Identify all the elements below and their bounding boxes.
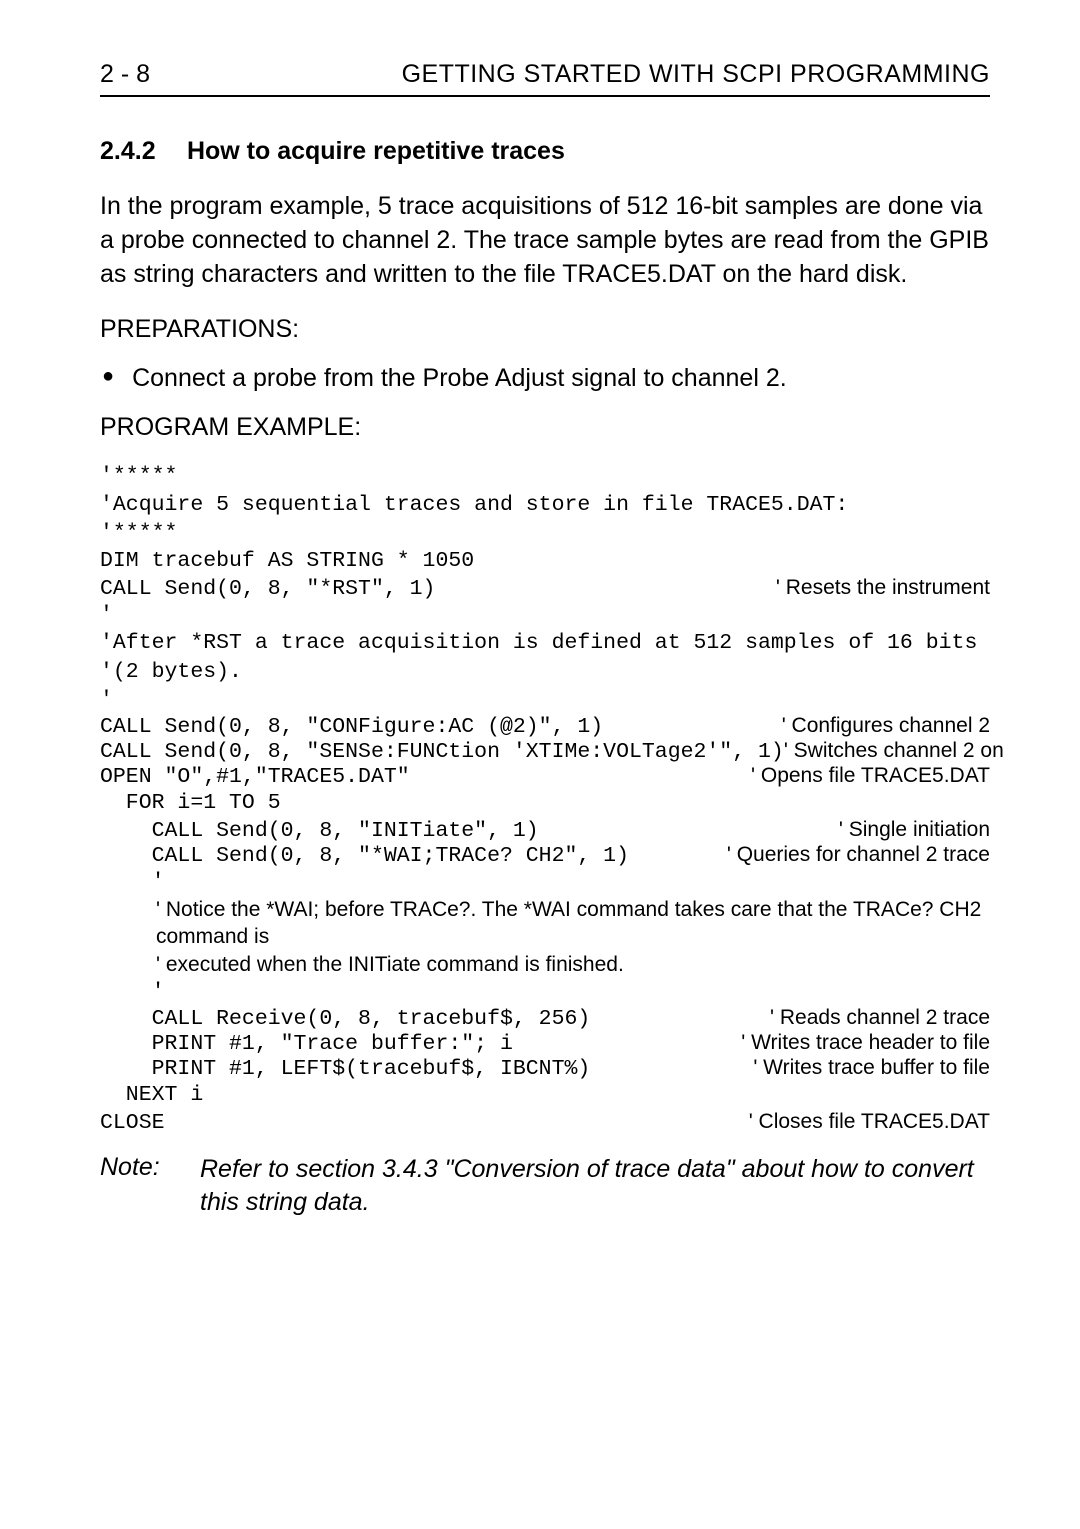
code-comment: ' Reads channel 2 trace <box>770 1006 990 1030</box>
program-example-label: PROGRAM EXAMPLE: <box>100 413 990 442</box>
code-line: ' <box>100 868 990 896</box>
code-text: PRINT #1, "Trace buffer:"; i <box>100 1032 513 1056</box>
code-comment: ' Switches channel 2 on <box>784 739 1004 763</box>
code-line: OPEN "O",#1,"TRACE5.DAT" ' Opens file TR… <box>100 764 990 789</box>
code-text: CALL Send(0, 8, "INITiate", 1) <box>100 819 539 843</box>
note-label: Note: <box>100 1153 200 1221</box>
code-line: ' <box>100 601 990 629</box>
code-line: NEXT i <box>100 1081 990 1109</box>
code-line: ' <box>100 978 990 1006</box>
code-line: ' <box>100 686 990 714</box>
code-line: CALL Receive(0, 8, tracebuf$, 256) ' Rea… <box>100 1006 990 1031</box>
code-text: CLOSE <box>100 1111 165 1135</box>
code-text: CALL Send(0, 8, "*WAI;TRACe? CH2", 1) <box>100 844 629 868</box>
page-header: 2 - 8 GETTING STARTED WITH SCPI PROGRAMM… <box>100 60 990 97</box>
code-line: '(2 bytes). <box>100 658 990 686</box>
page-number: 2 - 8 <box>100 60 150 89</box>
code-comment: ' Closes file TRACE5.DAT <box>749 1110 990 1134</box>
inline-note: ' Notice the *WAI; before TRACe?. The *W… <box>100 896 990 951</box>
code-block: '***** 'Acquire 5 sequential traces and … <box>100 462 990 1134</box>
note-text: Refer to section 3.4.3 "Conversion of tr… <box>200 1153 990 1221</box>
section-number: 2.4.2 <box>100 137 180 166</box>
code-line: CALL Send(0, 8, "INITiate", 1) ' Single … <box>100 818 990 843</box>
code-text: CALL Send(0, 8, "*RST", 1) <box>100 577 435 601</box>
preparations-label: PREPARATIONS: <box>100 315 990 344</box>
code-text: CALL Send(0, 8, "SENSe:FUNCtion 'XTIMe:V… <box>100 740 784 764</box>
section-title: How to acquire repetitive traces <box>187 137 565 165</box>
code-line: CALL Send(0, 8, "CONFigure:AC (@2)", 1) … <box>100 714 990 739</box>
code-line: 'Acquire 5 sequential traces and store i… <box>100 491 990 519</box>
code-line: '***** <box>100 519 990 547</box>
code-line: CALL Send(0, 8, "*WAI;TRACe? CH2", 1) ' … <box>100 843 990 868</box>
code-line: FOR i=1 TO 5 <box>100 789 990 817</box>
code-comment: ' Single initiation <box>839 818 990 842</box>
bullet-text: Connect a probe from the Probe Adjust si… <box>132 364 787 393</box>
code-line: PRINT #1, "Trace buffer:"; i ' Writes tr… <box>100 1031 990 1056</box>
code-text: PRINT #1, LEFT$(tracebuf$, IBCNT%) <box>100 1057 590 1081</box>
bullet-item: ● Connect a probe from the Probe Adjust … <box>100 364 990 393</box>
code-line: '***** <box>100 462 990 490</box>
code-line: 'After *RST a trace acquisition is defin… <box>100 629 990 657</box>
code-text: CALL Receive(0, 8, tracebuf$, 256) <box>100 1007 590 1031</box>
chapter-title: GETTING STARTED WITH SCPI PROGRAMMING <box>402 60 990 89</box>
code-text: CALL Send(0, 8, "CONFigure:AC (@2)", 1) <box>100 715 603 739</box>
inline-note: ' executed when the INITiate command is … <box>100 951 990 978</box>
code-line: CALL Send(0, 8, "*RST", 1) ' Resets the … <box>100 576 990 601</box>
code-line: PRINT #1, LEFT$(tracebuf$, IBCNT%) ' Wri… <box>100 1056 990 1081</box>
code-text: OPEN "O",#1,"TRACE5.DAT" <box>100 765 410 789</box>
code-comment: ' Opens file TRACE5.DAT <box>751 764 990 788</box>
code-line: CLOSE ' Closes file TRACE5.DAT <box>100 1110 990 1135</box>
code-comment: ' Writes trace buffer to file <box>753 1056 990 1080</box>
code-line: DIM tracebuf AS STRING * 1050 <box>100 547 990 575</box>
code-comment: ' Queries for channel 2 trace <box>727 843 990 867</box>
code-comment: ' Writes trace header to file <box>741 1031 990 1055</box>
code-comment: ' Configures channel 2 <box>782 714 990 738</box>
code-line: CALL Send(0, 8, "SENSe:FUNCtion 'XTIMe:V… <box>100 739 990 764</box>
note-block: Note: Refer to section 3.4.3 "Conversion… <box>100 1153 990 1221</box>
code-comment: ' Resets the instrument <box>776 576 990 600</box>
bullet-icon: ● <box>102 364 114 389</box>
section-heading: 2.4.2 How to acquire repetitive traces <box>100 137 990 166</box>
intro-paragraph: In the program example, 5 trace acquisit… <box>100 190 990 291</box>
